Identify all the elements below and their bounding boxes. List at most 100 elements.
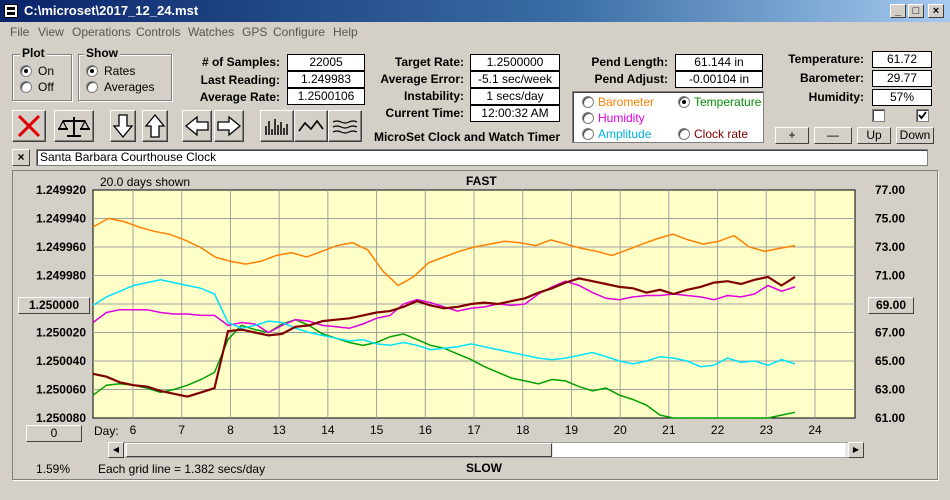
menu-operations[interactable]: Operations — [72, 25, 131, 39]
day-tick-label: 19 — [565, 423, 579, 437]
scroll-thumb[interactable] — [553, 443, 845, 457]
humidity-radio[interactable] — [582, 112, 594, 124]
scale-plus-button[interactable]: + — [775, 127, 809, 144]
histogram-icon — [265, 119, 288, 135]
waveform-button[interactable] — [294, 110, 328, 142]
series-barometer — [92, 217, 796, 287]
right-arrow-button[interactable] — [214, 110, 244, 142]
show-averages-label[interactable]: Averages — [104, 80, 155, 94]
menu-gps[interactable]: GPS — [242, 25, 268, 39]
slow-label: SLOW — [466, 461, 502, 475]
last-reading-label: Last Reading: — [200, 73, 280, 87]
close-window-button[interactable]: × — [928, 4, 944, 18]
show-averages-radio[interactable] — [86, 81, 98, 93]
amplitude-option[interactable]: Amplitude — [598, 127, 652, 141]
menu-file[interactable]: File — [10, 25, 30, 39]
menu-controls[interactable]: Controls — [136, 25, 181, 39]
left-checkbox[interactable] — [872, 109, 885, 122]
day-tick-label: 24 — [808, 423, 822, 437]
clock-name-field[interactable]: Santa Barbara Courthouse Clock — [36, 149, 928, 166]
scale-minus-button[interactable]: — — [814, 127, 852, 144]
scale-down-button[interactable]: Down — [896, 127, 934, 144]
plot-off-label[interactable]: Off — [38, 80, 54, 94]
amplitude-radio[interactable] — [582, 128, 594, 140]
minimize-button[interactable]: _ — [890, 4, 906, 18]
balance-button[interactable] — [54, 110, 94, 142]
target-rate-label: Target Rate: — [394, 55, 464, 69]
right-tick-label: 77.00 — [875, 183, 905, 197]
right-checkbox[interactable] — [916, 109, 929, 122]
series-clock-rate — [92, 275, 796, 398]
app-icon[interactable] — [4, 4, 18, 18]
menu-bar: File View Operations Controls Watches GP… — [0, 22, 950, 42]
down-arrow-button[interactable] — [110, 110, 136, 142]
scroll-empty-area[interactable] — [126, 443, 552, 457]
wave-icon — [298, 119, 324, 132]
clock-rate-option[interactable]: Clock rate — [694, 127, 749, 141]
day-tick-label: 17 — [467, 423, 481, 437]
balance-scale-icon — [58, 117, 90, 137]
scroll-right-button[interactable]: ▶ — [848, 442, 864, 458]
close-clock-button[interactable]: × — [12, 149, 30, 166]
last-reading-value: 1.249983 — [287, 71, 365, 88]
barometer-radio[interactable] — [582, 96, 594, 108]
left-tick-label: 1.249980 — [36, 269, 86, 283]
offset-zero-button[interactable]: 0 — [26, 425, 82, 442]
day-tick-label: 20 — [613, 423, 627, 437]
day-tick-label: 8 — [227, 423, 234, 437]
barometer-label: Barometer: — [799, 71, 864, 85]
histogram-button[interactable] — [260, 110, 294, 142]
show-group-label: Show — [84, 46, 120, 60]
day-tick-label: 6 — [130, 423, 137, 437]
center-temperature-button[interactable]: 69.00 — [868, 297, 914, 314]
title-bar: C:\microset\2017_12_24.mst _ □ × — [0, 0, 950, 22]
fast-label: FAST — [466, 174, 497, 188]
center-rate-button[interactable]: 1.250000 — [18, 297, 90, 314]
show-rates-radio[interactable] — [86, 65, 98, 77]
scale-up-button[interactable]: Up — [857, 127, 891, 144]
barometer-option[interactable]: Barometer — [598, 95, 655, 109]
menu-configure[interactable]: Configure — [273, 25, 326, 39]
show-rates-label[interactable]: Rates — [104, 64, 136, 78]
humidity-option[interactable]: Humidity — [598, 111, 645, 125]
plot-off-radio[interactable] — [20, 81, 32, 93]
scroll-left-button[interactable]: ◀ — [108, 442, 124, 458]
clock-rate-radio[interactable] — [678, 128, 690, 140]
day-tick-label: 13 — [272, 423, 286, 437]
average-rate-label: Average Rate: — [199, 90, 280, 104]
days-shown-label: 20.0 days shown — [100, 175, 191, 189]
up-arrow-button[interactable] — [142, 110, 168, 142]
stop-button[interactable] — [12, 110, 46, 142]
arrow-up-icon — [144, 113, 166, 138]
plot-on-radio[interactable] — [20, 65, 32, 77]
temperature-radio[interactable] — [678, 96, 690, 108]
menu-view[interactable]: View — [38, 25, 64, 39]
left-arrow-button[interactable] — [182, 110, 212, 142]
pend-length-value[interactable]: 61.144 in — [675, 54, 763, 71]
left-tick-label: 1.250080 — [36, 411, 86, 425]
instability-label: Instability: — [403, 89, 464, 103]
left-tick-label: 1.250040 — [36, 354, 86, 368]
pend-adjust-value: -0.00104 in — [675, 71, 763, 88]
menu-help[interactable]: Help — [333, 25, 358, 39]
average-error-value: -5.1 sec/week — [470, 71, 560, 88]
day-tick-label: 14 — [321, 423, 335, 437]
average-error-label: Average Error: — [380, 72, 464, 86]
right-tick-label: 73.00 — [875, 240, 905, 254]
day-tick-label: 15 — [370, 423, 384, 437]
series-amplitude — [92, 279, 796, 368]
plot-on-label[interactable]: On — [38, 64, 55, 78]
chart-frame — [12, 170, 938, 480]
temperature-option[interactable]: Temperature — [694, 95, 762, 109]
maximize-button[interactable]: □ — [908, 4, 924, 18]
right-tick-label: 71.00 — [875, 269, 905, 283]
humidity-value: 57% — [872, 89, 932, 106]
day-axis-label: Day: — [94, 424, 119, 438]
day-tick-label: 18 — [516, 423, 530, 437]
noise-button[interactable] — [328, 110, 362, 142]
target-rate-value[interactable]: 1.2500000 — [470, 54, 560, 71]
instability-value: 1 secs/day — [470, 88, 560, 105]
temperature-label: Temperature: — [788, 52, 864, 66]
arrow-right-icon — [217, 115, 242, 137]
menu-watches[interactable]: Watches — [188, 25, 235, 39]
